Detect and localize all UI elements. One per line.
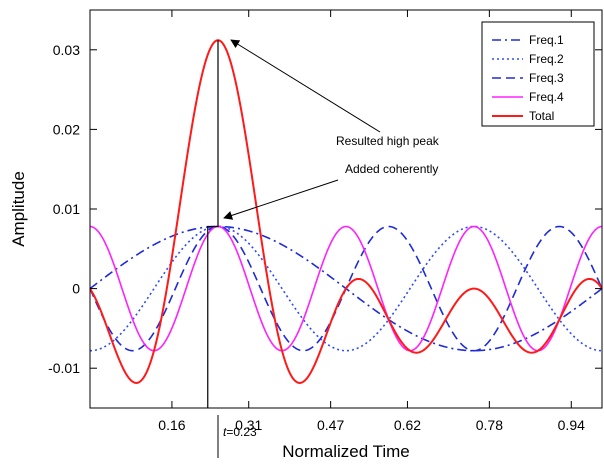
marker-line-annotation: t=0.23	[217, 415, 257, 458]
legend-label-freq-4: Freq.4	[529, 90, 564, 104]
y-tick-label: -0.01	[48, 360, 80, 376]
y-axis-title: Amplitude	[9, 171, 28, 247]
annotation-added-coherently: Added coherently	[223, 162, 438, 220]
series-line-freq-4	[90, 225, 602, 352]
series-layer	[90, 39, 602, 384]
y-axis-ticks: -0.01 0 0.01 0.02 0.03	[48, 42, 602, 376]
x-tick-label: 0.78	[476, 417, 503, 433]
series-line-total	[90, 39, 602, 384]
x-tick-label: 0.62	[394, 417, 421, 433]
annotation-high-peak-label: Resulted high peak	[336, 134, 440, 148]
legend: Freq.1 Freq.2 Freq.3 Freq.4 Total	[481, 21, 595, 127]
marker-line	[207, 40, 219, 408]
marker-line-label-value: =0.23	[226, 425, 257, 439]
x-tick-label: 0.47	[317, 417, 344, 433]
legend-label-freq-3: Freq.3	[529, 71, 564, 85]
x-axis-title: Normalized Time	[282, 442, 410, 461]
y-tick-label: 0	[72, 281, 80, 297]
legend-label-freq-1: Freq.1	[529, 33, 564, 47]
legend-label-freq-2: Freq.2	[529, 52, 564, 66]
y-tick-label: 0.03	[53, 42, 80, 58]
x-tick-label: 0.94	[558, 417, 585, 433]
x-tick-label: 0.16	[158, 417, 185, 433]
annotation-high-peak: Resulted high peak	[230, 39, 440, 148]
y-tick-label: 0.01	[53, 201, 80, 217]
y-tick-label: 0.02	[53, 121, 80, 137]
marker-layer	[207, 40, 219, 408]
x-tick-label: 0.31	[235, 417, 262, 433]
marker-line-label: t=0.23	[223, 425, 257, 439]
arrow-high-peak	[230, 39, 381, 133]
marker-line-label-symbol: t	[223, 425, 227, 439]
annotation-added-coherently-label: Added coherently	[345, 162, 438, 176]
legend-label-total: Total	[529, 109, 554, 123]
x-axis-ticks: 0.16 0.31 0.47 0.62 0.78 0.94	[158, 10, 585, 433]
arrow-added-coherently	[223, 179, 339, 220]
